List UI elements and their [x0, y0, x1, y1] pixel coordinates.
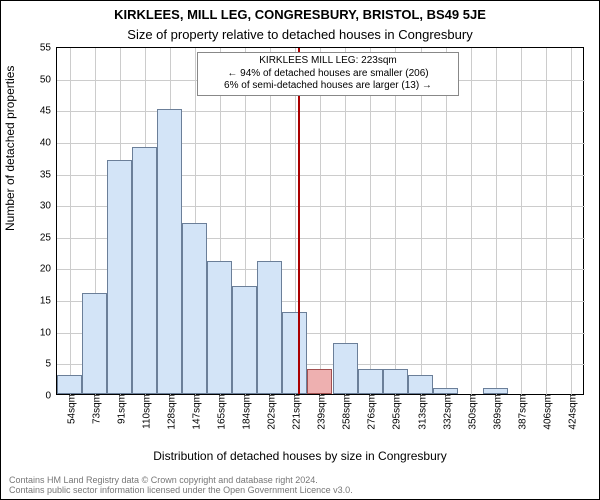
x-tick-label: 147sqm — [188, 394, 203, 430]
gridline-v — [370, 48, 371, 396]
y-tick-label: 5 — [45, 359, 57, 370]
x-tick-label: 184sqm — [238, 394, 253, 430]
x-tick-label: 387sqm — [513, 394, 528, 430]
histogram-bar — [333, 343, 358, 394]
y-tick-label: 55 — [40, 43, 57, 54]
y-tick-label: 15 — [40, 296, 57, 307]
x-tick-label: 202sqm — [263, 394, 278, 430]
y-tick-label: 35 — [40, 169, 57, 180]
gridline-v — [446, 48, 447, 396]
x-axis-label: Distribution of detached houses by size … — [1, 449, 599, 463]
y-tick-label: 50 — [40, 74, 57, 85]
x-tick-label: 165sqm — [213, 394, 228, 430]
chart-title-2: Size of property relative to detached ho… — [1, 27, 599, 42]
gridline-v — [496, 48, 497, 396]
x-tick-label: 110sqm — [138, 394, 153, 429]
histogram-bar — [182, 223, 207, 394]
histogram-bar — [282, 312, 307, 394]
histogram-bar — [57, 375, 82, 394]
x-tick-label: 276sqm — [363, 394, 378, 430]
annot-line3: 6% of semi-detached houses are larger (1… — [202, 80, 454, 93]
histogram-bar — [157, 109, 182, 394]
annot-line1: KIRKLEES MILL LEG: 223sqm — [202, 55, 454, 68]
x-tick-label: 258sqm — [338, 394, 353, 430]
chart-container: { "chart": { "type": "histogram", "title… — [0, 0, 600, 500]
annotation-box: KIRKLEES MILL LEG: 223sqm← 94% of detach… — [197, 52, 459, 96]
x-tick-label: 424sqm — [563, 394, 578, 430]
histogram-bar — [257, 261, 282, 394]
y-tick-label: 25 — [40, 232, 57, 243]
x-tick-label: 221sqm — [288, 394, 303, 430]
gridline-v — [395, 48, 396, 396]
histogram-bar — [483, 388, 508, 394]
gridline-v — [421, 48, 422, 396]
y-tick-label: 20 — [40, 264, 57, 275]
plot-area: 051015202530354045505554sqm73sqm91sqm110… — [56, 47, 584, 395]
y-axis-label: Number of detached properties — [3, 66, 17, 231]
histogram-bar — [358, 369, 383, 394]
x-tick-label: 128sqm — [163, 394, 178, 430]
histogram-bar — [132, 147, 157, 394]
footer-text: Contains HM Land Registry data © Crown c… — [9, 475, 591, 495]
histogram-bar — [307, 369, 332, 394]
gridline-v — [546, 48, 547, 396]
x-tick-label: 406sqm — [538, 394, 553, 430]
y-tick-label: 30 — [40, 201, 57, 212]
gridline-v — [571, 48, 572, 396]
reference-line — [298, 48, 300, 394]
histogram-bar — [207, 261, 232, 394]
x-tick-label: 295sqm — [388, 394, 403, 430]
y-tick-label: 45 — [40, 106, 57, 117]
histogram-bar — [82, 293, 107, 394]
gridline-v — [70, 48, 71, 396]
gridline-v — [471, 48, 472, 396]
chart-title-1: KIRKLEES, MILL LEG, CONGRESBURY, BRISTOL… — [1, 7, 599, 22]
x-tick-label: 91sqm — [112, 394, 127, 424]
y-tick-label: 40 — [40, 137, 57, 148]
gridline-v — [320, 48, 321, 396]
histogram-bar — [107, 160, 132, 394]
x-tick-label: 350sqm — [463, 394, 478, 430]
y-tick-label: 0 — [45, 391, 57, 402]
histogram-bar — [433, 388, 458, 394]
x-tick-label: 239sqm — [313, 394, 328, 430]
x-tick-label: 332sqm — [438, 394, 453, 430]
x-tick-label: 369sqm — [488, 394, 503, 430]
gridline-v — [521, 48, 522, 396]
histogram-bar — [383, 369, 408, 394]
y-tick-label: 10 — [40, 327, 57, 338]
x-tick-label: 54sqm — [62, 394, 77, 424]
x-tick-label: 73sqm — [87, 394, 102, 424]
histogram-bar — [232, 286, 257, 394]
x-tick-label: 313sqm — [413, 394, 428, 430]
annot-line2: ← 94% of detached houses are smaller (20… — [202, 68, 454, 81]
histogram-bar — [408, 375, 433, 394]
